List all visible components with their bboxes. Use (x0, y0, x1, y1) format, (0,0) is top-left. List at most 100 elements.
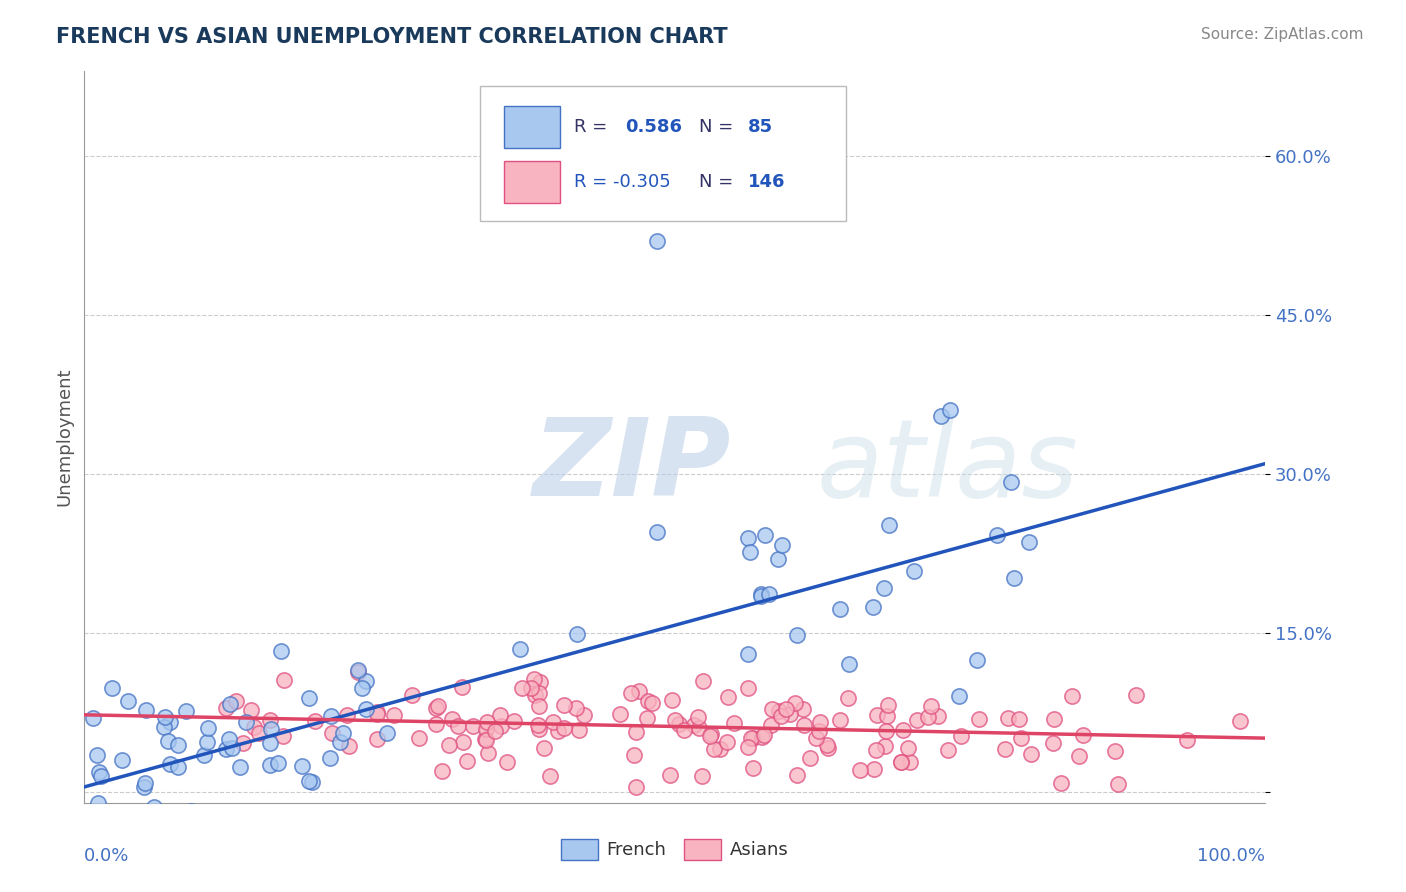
Point (636, 711, 658, 725)
Point (1042, 736, 1064, 750)
Point (218, 731, 240, 746)
Point (969, 712, 991, 726)
Point (866, 707, 889, 722)
Point (159, 714, 181, 729)
Point (243, 720, 266, 734)
Point (1043, 713, 1066, 727)
Point (111, 753, 134, 767)
Point (749, 587, 772, 601)
Point (82, 711, 104, 725)
Point (876, 708, 898, 723)
Point (366, 705, 388, 719)
Point (939, 403, 962, 417)
Point (475, 733, 498, 747)
Point (86, 797, 108, 811)
Point (828, 713, 851, 727)
Text: 85: 85 (748, 118, 773, 136)
Point (225, 694, 247, 708)
Point (533, 740, 555, 755)
Point (523, 688, 546, 702)
Point (673, 723, 696, 738)
Point (966, 653, 988, 667)
Point (574, 708, 596, 723)
Point (717, 690, 740, 705)
Point (239, 703, 262, 717)
Point (159, 757, 181, 772)
Point (785, 696, 807, 710)
Point (451, 734, 474, 748)
Point (737, 681, 759, 695)
Point (509, 641, 531, 656)
Point (1008, 712, 1031, 726)
Text: Source: ZipAtlas.com: Source: ZipAtlas.com (1201, 27, 1364, 42)
Point (623, 747, 645, 762)
Point (1071, 728, 1094, 742)
Y-axis label: Unemployment: Unemployment (55, 368, 73, 507)
Point (749, 589, 772, 603)
Text: R = -0.305: R = -0.305 (575, 173, 671, 191)
Point (786, 628, 808, 642)
Point (766, 552, 789, 566)
Point (786, 768, 808, 782)
Point (893, 723, 915, 738)
Point (523, 673, 546, 687)
Point (620, 686, 643, 700)
Point (838, 657, 860, 671)
Point (347, 665, 370, 679)
Point (346, 663, 368, 677)
Point (86, 806, 108, 821)
Point (690, 769, 713, 783)
Point (247, 726, 270, 740)
Text: 100.0%: 100.0% (1198, 847, 1265, 864)
Point (291, 758, 314, 772)
Point (347, 806, 370, 821)
Point (1175, 733, 1198, 747)
Point (382, 708, 405, 723)
Point (336, 708, 359, 723)
Point (496, 755, 519, 769)
Point (541, 714, 564, 729)
Point (298, 773, 321, 788)
Point (1000, 475, 1022, 490)
Point (770, 709, 793, 723)
Point (565, 627, 588, 641)
Point (709, 742, 731, 756)
Point (688, 721, 710, 735)
Point (668, 717, 690, 731)
Point (664, 713, 686, 727)
Point (157, 734, 180, 748)
Point (903, 564, 925, 578)
Text: N =: N = (699, 118, 733, 136)
Point (948, 689, 970, 703)
Point (235, 715, 257, 730)
Text: 146: 146 (748, 173, 786, 191)
Point (626, 780, 648, 794)
Point (877, 517, 900, 532)
Point (927, 709, 949, 723)
Point (219, 698, 242, 712)
Point (401, 688, 423, 702)
Point (259, 714, 281, 728)
Point (135, 703, 157, 717)
Point (337, 739, 360, 754)
Text: 0.586: 0.586 (626, 118, 682, 136)
Point (759, 718, 782, 732)
Point (865, 743, 887, 757)
Text: N =: N = (699, 173, 733, 191)
Point (775, 701, 797, 715)
Point (754, 528, 776, 542)
Point (873, 739, 896, 753)
Point (475, 723, 498, 737)
Point (425, 700, 447, 714)
Text: FRENCH VS ASIAN UNEMPLOYMENT CORRELATION CHART: FRENCH VS ASIAN UNEMPLOYMENT CORRELATION… (56, 27, 728, 46)
Point (986, 527, 1008, 541)
Point (366, 732, 388, 747)
Point (686, 710, 709, 724)
Point (193, 747, 215, 762)
Point (259, 736, 281, 750)
Point (837, 691, 859, 706)
Point (270, 644, 292, 658)
Point (437, 738, 460, 752)
Point (804, 731, 827, 745)
Point (1229, 714, 1251, 728)
